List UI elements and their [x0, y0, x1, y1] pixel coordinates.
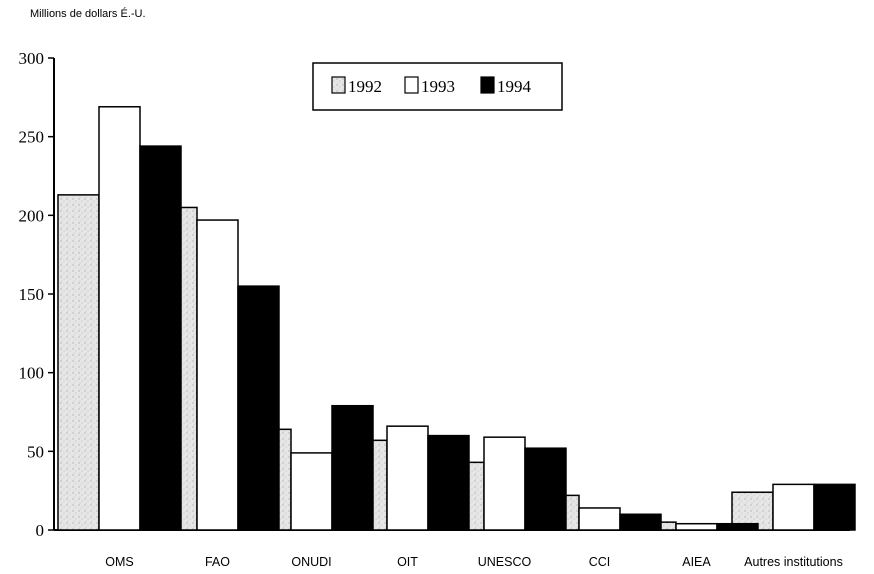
legend-label-1992: 1992 [348, 77, 382, 96]
x-category-label: OIT [397, 555, 418, 569]
x-category-label: UNESCO [478, 555, 532, 569]
legend-box [312, 62, 563, 111]
y-tick-label: 300 [19, 49, 45, 68]
bar-1993-oms [98, 106, 141, 531]
bar-1993-fao [196, 219, 239, 531]
legend-swatch-1994 [480, 76, 495, 94]
bar-1994-unesco [524, 447, 567, 531]
bar-1994-aiea [716, 522, 759, 531]
y-tick-label: 0 [36, 521, 45, 540]
y-tick-label: 50 [27, 442, 44, 461]
bar-1993-onudi [290, 452, 333, 531]
x-category-label: ONUDI [291, 555, 331, 569]
y-tick-label: 150 [19, 285, 45, 304]
x-category-label: FAO [205, 555, 230, 569]
y-tick-label: 250 [19, 128, 45, 147]
legend-label-1994: 1994 [497, 77, 532, 96]
x-category-label: Autres institutions [744, 555, 843, 569]
y-tick-label: 200 [19, 206, 45, 225]
bar-1993-aiea [675, 522, 718, 531]
bar-1993-oit [386, 425, 429, 531]
bar-1994-autres-institutions [813, 483, 856, 531]
y-tick-label: 100 [19, 364, 45, 383]
bar-1993-unesco [483, 436, 526, 531]
legend-swatch-1992 [331, 76, 346, 94]
legend-label-1993: 1993 [421, 77, 455, 96]
bar-1994-oms [139, 145, 182, 531]
bar-1994-oit [427, 434, 470, 531]
bar-1994-onudi [331, 404, 374, 531]
x-category-label: OMS [105, 555, 133, 569]
bar-1994-fao [237, 285, 280, 531]
bar-1992-oms [57, 194, 100, 531]
bar-1993-cci [578, 507, 621, 531]
bar-1994-cci [619, 513, 662, 531]
x-category-label: CCI [589, 555, 611, 569]
bar-1993-autres-institutions [772, 483, 815, 531]
x-category-label: AIEA [682, 555, 711, 569]
y-axis-label: Millions de dollars É.-U. [30, 8, 146, 20]
legend-swatch-1993 [404, 76, 419, 94]
